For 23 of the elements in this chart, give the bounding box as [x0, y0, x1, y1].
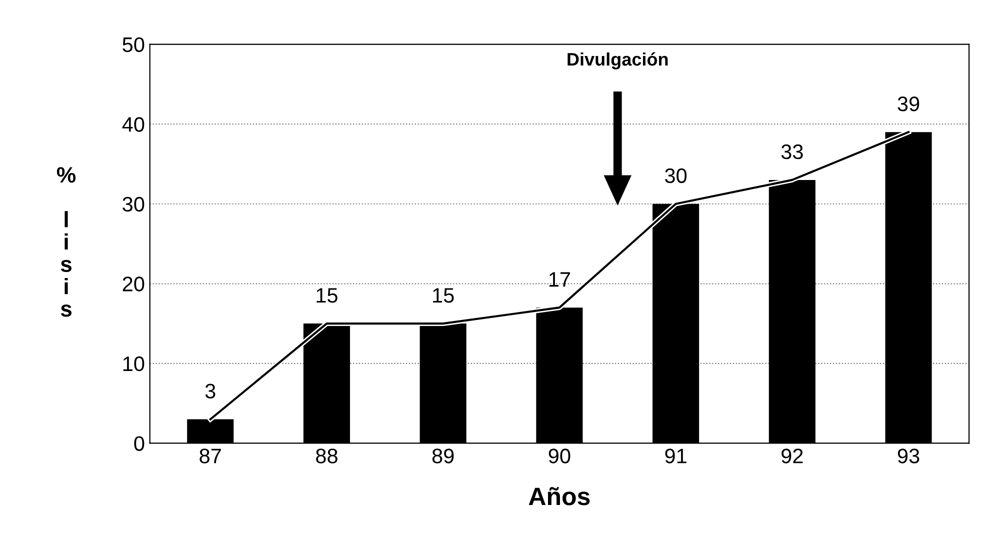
data-label: 3 [205, 384, 216, 398]
x-tick-label: 87 [200, 448, 221, 464]
data-label: 33 [781, 144, 803, 160]
x-tick-label: 93 [898, 448, 920, 464]
y-tick-label: 0 [134, 436, 144, 451]
x-tick-label: 92 [782, 448, 803, 464]
data-label: 15 [316, 288, 338, 303]
data-label: 15 [433, 288, 454, 303]
x-tick-label: 88 [316, 448, 338, 464]
y-tick-label: 20 [122, 276, 144, 292]
annotation: Divulgación [568, 52, 668, 70]
y-tick-label: 40 [122, 117, 144, 132]
data-label: 39 [898, 96, 920, 112]
y-tick-label: 50 [122, 37, 144, 52]
x-tick-label: 91 [665, 448, 686, 464]
data-label: 30 [665, 168, 687, 184]
y-tick-label: 30 [122, 196, 144, 212]
x-tick-label: 90 [548, 448, 570, 464]
y-tick-label: 10 [123, 356, 144, 372]
text: % lisis [56, 167, 76, 317]
data-label: 17 [549, 272, 570, 287]
x-axis-title: Años [528, 487, 590, 506]
x-tick-label: 89 [432, 448, 454, 464]
